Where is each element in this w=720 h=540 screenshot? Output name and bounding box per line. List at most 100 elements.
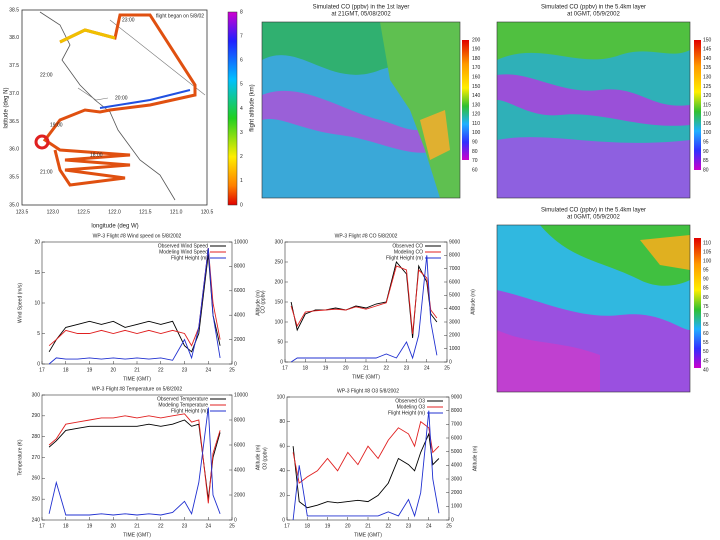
x-tick-label: 22 (158, 367, 164, 373)
time-label: 21:00 (40, 169, 53, 175)
colorbar-tick-label: 80 (472, 149, 478, 155)
x-tick-label: 123.0 (47, 209, 60, 215)
x-tick-label: 21 (365, 523, 371, 529)
coast-detail (77, 19, 206, 101)
map-colorbar (694, 40, 701, 170)
colorbar-tick-label: 4 (240, 106, 243, 112)
co-map (262, 22, 469, 198)
y-tick-label: 290 (32, 413, 41, 419)
time-label: 18:00 (90, 152, 103, 158)
colorbar-tick-label: 80 (703, 295, 709, 301)
colorbar-tick-label: 110 (472, 121, 480, 127)
map-title: Simulated CO (ppbv) in the 5.4km layer (541, 5, 646, 11)
colorbar-tick-label: 90 (703, 149, 709, 155)
x-tick-label: 25 (229, 523, 235, 529)
x-tick-label: 20 (110, 523, 116, 529)
y2-tick-label: 5000 (451, 449, 462, 455)
flight-map: flight began on 5/8/02 longitude (deg W)… (4, 9, 256, 230)
x-tick-label: 21 (134, 523, 140, 529)
x-tick-label: 23 (182, 523, 188, 529)
colorbar-tick-label: 135 (703, 65, 712, 71)
x-tick-label: 24 (424, 365, 430, 371)
x-tick-label: 22 (158, 523, 164, 529)
map-field-band (497, 137, 690, 198)
map-title: at 0GMT, 05/9/2002 (567, 215, 620, 221)
map-title: at 0GMT, 05/9/2002 (567, 12, 620, 18)
x-tick-label: 20 (343, 365, 349, 371)
map-field-band (497, 330, 600, 392)
x-tick-label: 25 (446, 523, 452, 529)
colorbar-tick-label: 40 (703, 367, 709, 373)
flight-loop (34, 134, 50, 150)
co-map (497, 22, 701, 198)
y-axis-label: Wind Speed (m/s) (17, 283, 23, 323)
legend-label: Flight Height (m) (171, 408, 208, 414)
y-tick-label: 36.5 (9, 119, 19, 125)
y2-tick-label: 0 (234, 517, 237, 523)
y2-tick-label: 2000 (449, 333, 460, 339)
y-tick-label: 240 (32, 517, 41, 523)
co-map (497, 225, 701, 392)
colorbar-tick-label: 3 (240, 130, 243, 136)
chart-title: WP-3 Flight #8 CO 5/8/2002 (335, 233, 398, 239)
colorbar-tick-label: 150 (703, 37, 712, 43)
y2-tick-label: 0 (449, 359, 452, 365)
colorbar-tick-label: 100 (703, 130, 712, 136)
x-tick-label: 22 (385, 523, 391, 529)
y2-axis-label: Altitude (m) (255, 444, 261, 470)
x-tick-label: 24 (205, 523, 211, 529)
colorbar-label: flight altitude (km) (250, 84, 256, 131)
x-tick-label: 19 (325, 523, 331, 529)
y2-tick-label: 8000 (234, 417, 245, 423)
y2-tick-label: 8000 (234, 264, 245, 270)
legend-label: Observed Wind Speed (158, 243, 209, 249)
y-tick-label: 280 (32, 434, 41, 440)
colorbar-tick-label: 2 (240, 154, 243, 160)
x-axis-label: TIME (GMT) (352, 374, 380, 380)
colorbar-tick-label: 1 (240, 178, 243, 184)
legend-label: Modeling Temperature (158, 402, 208, 408)
x-tick-label: 18 (63, 367, 69, 373)
y-axis-label: Temperature (K) (17, 439, 23, 475)
y2-tick-label: 6000 (451, 435, 462, 441)
x-tick-label: 20 (345, 523, 351, 529)
colorbar-tick-label: 7 (240, 33, 243, 39)
colorbar-tick-label: 130 (472, 102, 481, 108)
x-tick-label: 24 (205, 367, 211, 373)
colorbar-tick-label: 100 (472, 130, 481, 136)
y2-tick-label: 4000 (449, 306, 460, 312)
colorbar-tick-label: 160 (472, 74, 481, 80)
colorbar-tick-label: 50 (703, 349, 709, 355)
colorbar-tick-label: 6 (240, 58, 243, 64)
y2-tick-label: 10000 (234, 239, 248, 245)
time-label: 19:00 (50, 122, 63, 128)
series-line (290, 261, 438, 339)
y2-tick-label: 7000 (449, 266, 460, 272)
y-tick-label: 20 (34, 239, 40, 245)
series-line (290, 255, 438, 363)
y2-tick-label: 6000 (234, 442, 245, 448)
x-tick-label: 21 (363, 365, 369, 371)
map-title: at 21GMT, 05/08/2002 (331, 12, 391, 18)
x-tick-label: 21 (134, 367, 140, 373)
y-tick-label: 300 (32, 392, 41, 398)
x-tick-label: 22 (383, 365, 389, 371)
y-tick-label: 0 (37, 361, 40, 367)
series-line (48, 413, 221, 504)
y-tick-label: 37.5 (9, 63, 19, 69)
y-tick-label: 260 (32, 476, 41, 482)
x-tick-label: 23 (182, 367, 188, 373)
colorbar-tick-label: 95 (703, 139, 709, 145)
x-tick-label: 123.5 (16, 209, 29, 215)
colorbar-tick-label: 45 (703, 358, 709, 364)
y2-tick-label: 7000 (451, 422, 462, 428)
colorbar-tick-label: 75 (703, 304, 709, 310)
y-tick-label: 10 (34, 300, 40, 306)
map-field-band (262, 90, 440, 153)
colorbar-tick-label: 180 (472, 56, 481, 62)
legend-label: Modeling CO (394, 249, 423, 255)
series-line (292, 420, 440, 484)
x-tick-label: 19 (323, 365, 329, 371)
series-line (290, 265, 438, 335)
y2-tick-label: 10000 (234, 392, 248, 398)
